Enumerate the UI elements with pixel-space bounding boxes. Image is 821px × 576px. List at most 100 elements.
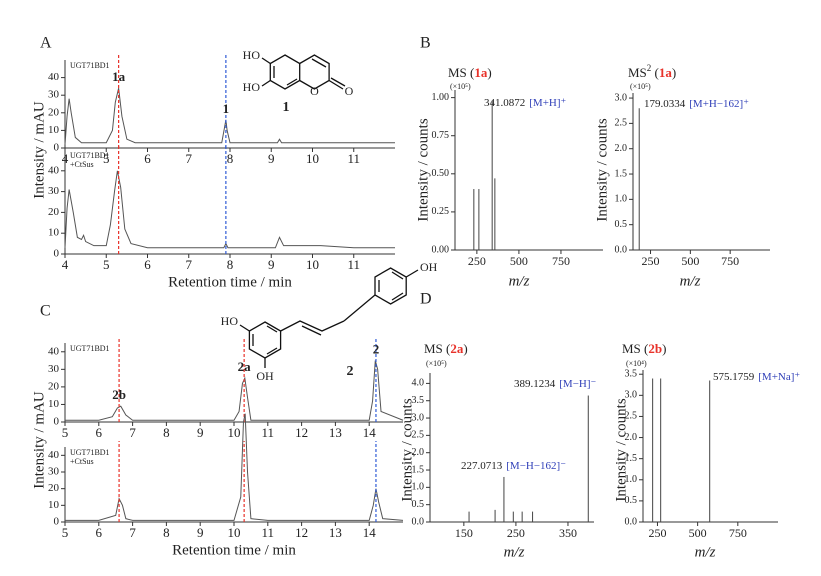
x-axis-label: m/z: [680, 273, 701, 289]
x-tick-label: 8: [227, 257, 234, 272]
x-axis-label: Retention time / min: [168, 274, 292, 290]
x-tick-label: 8: [163, 525, 170, 540]
x-tick-label: 10: [228, 425, 241, 440]
y-multiplier: (×10⁵): [426, 359, 447, 368]
atom-label: O: [310, 84, 319, 98]
x-tick-label: 6: [96, 525, 103, 540]
title-part: 2a: [450, 341, 464, 356]
y-tick-label: 1.5: [615, 168, 628, 179]
x-tick-label: 150: [455, 526, 473, 540]
peak-annotation: 179.0334 [M+H−162]⁺: [644, 98, 749, 110]
x-tick-label: 7: [186, 151, 193, 166]
y-tick-label: 2.5: [412, 430, 425, 441]
y-axis-label: Intensity / mAU: [31, 101, 47, 199]
x-tick-label: 11: [347, 151, 360, 166]
x-tick-label: 14: [363, 425, 377, 440]
y-tick-label: 1.0: [625, 474, 638, 485]
x-tick-label: 10: [306, 151, 319, 166]
ion-label: [M−H]⁻: [559, 378, 596, 390]
y-axis-label: Intensity / mAU: [31, 391, 47, 489]
mz-value: 389.1234: [514, 378, 556, 390]
y-tick-label: 0.5: [625, 495, 638, 506]
x-tick-label: 11: [262, 425, 275, 440]
trace: [65, 413, 404, 521]
y-tick-label: 1.5: [412, 464, 425, 475]
x-tick-label: 7: [186, 257, 193, 272]
x-tick-label: 250: [468, 254, 486, 268]
x-tick-label: 500: [681, 254, 699, 268]
y-tick-label: 20: [48, 380, 60, 392]
x-tick-label: 9: [197, 525, 204, 540]
x-tick-label: 13: [329, 525, 342, 540]
y-tick-label: 0.75: [432, 130, 450, 141]
y-tick-label: 40: [48, 164, 60, 176]
y-tick-label: 10: [48, 124, 60, 136]
x-tick-label: 6: [96, 425, 103, 440]
x-tick-label: 750: [721, 254, 739, 268]
y-axis-label: Intensity / counts: [399, 398, 415, 501]
atom-label: HO: [243, 80, 261, 94]
y-axis-label: Intensity / counts: [613, 398, 629, 501]
x-tick-label: 10: [306, 257, 319, 272]
spectrum-title: MS (2a): [424, 341, 468, 356]
y-tick-label: 0.5: [615, 219, 628, 230]
x-tick-label: 11: [347, 257, 360, 272]
x-axis-label: m/z: [509, 273, 530, 289]
sample-label: UGT71BD1: [70, 448, 110, 457]
title-part: 2b: [648, 341, 662, 356]
y-tick-label: 1.0: [615, 194, 628, 205]
title-part: 1a: [659, 65, 673, 80]
atom-label: OH: [420, 260, 438, 274]
x-tick-label: 4: [62, 257, 69, 272]
sample-label: UGT71BD1: [70, 61, 110, 70]
peak-label: 2: [373, 342, 380, 357]
peak-label: 1: [223, 101, 230, 116]
structure-2: HO OH OH 2: [221, 260, 438, 383]
title-part: ): [487, 65, 491, 80]
x-axis-label: Retention time / min: [172, 542, 296, 558]
atom-label: HO: [221, 314, 239, 328]
peak-annotation: 575.1759 [M+Na]⁺: [713, 371, 800, 383]
x-tick-label: 9: [268, 257, 275, 272]
mz-value: 575.1759: [713, 371, 755, 383]
title-part: ): [662, 341, 666, 356]
y-multiplier: (×10⁴): [626, 359, 647, 368]
y-tick-label: 20: [48, 482, 60, 494]
y-multiplier: (×10⁵): [630, 82, 651, 91]
x-tick-label: 8: [227, 151, 234, 166]
trace: [64, 88, 395, 145]
peak-label: 1a: [112, 69, 126, 84]
title-part: ): [463, 341, 467, 356]
ion-label: [M+H]⁺: [529, 97, 566, 109]
atom-label: OH: [256, 369, 274, 383]
atom-label: O: [345, 84, 354, 98]
y-tick-label: 20: [48, 106, 60, 118]
y-tick-label: 4.0: [412, 378, 425, 389]
x-tick-label: 6: [144, 151, 151, 166]
x-tick-label: 5: [103, 151, 110, 166]
title-part: MS (: [448, 65, 474, 80]
spectrum-title: MS (1a): [448, 65, 492, 80]
peak-label: 2a: [238, 359, 252, 374]
title-part: MS (: [424, 341, 450, 356]
y-tick-label: 0.0: [412, 516, 425, 527]
y-tick-label: 3.5: [625, 369, 638, 380]
title-part: ): [672, 65, 676, 80]
sample-label: UGT71BD1: [70, 151, 110, 160]
peak-annotation: 227.0713 [M−H−162]⁻: [461, 460, 566, 472]
y-tick-label: 10: [48, 227, 60, 239]
panel-label: A: [40, 35, 52, 52]
y-tick-label: 3.5: [412, 395, 425, 406]
y-tick-label: 10: [48, 398, 60, 410]
panel-label: C: [40, 303, 51, 320]
y-tick-label: 2.5: [615, 118, 628, 129]
mz-value: 179.0334: [644, 98, 686, 110]
y-tick-label: 40: [48, 71, 60, 83]
y-tick-label: 0: [54, 248, 60, 260]
y-tick-label: 0.25: [432, 206, 450, 217]
title-part: MS: [628, 65, 647, 80]
y-tick-label: 10: [48, 499, 60, 511]
y-axis-label: Intensity / counts: [594, 118, 610, 221]
